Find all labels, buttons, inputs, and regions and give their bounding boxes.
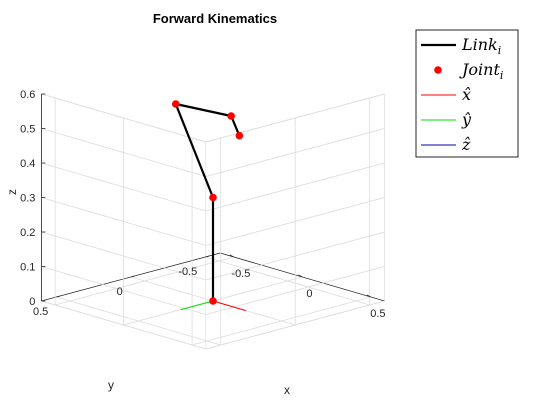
link-segment	[174, 103, 215, 198]
y-tick-mark	[56, 295, 61, 298]
grid-line-wall-z	[41, 300, 206, 350]
joint-marker	[227, 112, 235, 120]
frame-x-axis	[212, 300, 247, 312]
tick-labels: 00.10.20.30.40.50.6-0.500.5-0.500.5	[20, 89, 385, 320]
y-axis-label: y	[108, 378, 114, 392]
grid-line-wall-z	[41, 266, 206, 315]
grid-line-floor-y	[56, 296, 221, 346]
x-tick-mark	[366, 294, 372, 298]
z-tick-label: 0.1	[20, 262, 35, 274]
z-tick-label: 0.2	[20, 227, 35, 239]
legend-label: ŷ	[461, 110, 472, 129]
z-tick-label: 0.4	[20, 158, 35, 170]
joint-marker	[209, 297, 217, 305]
z-tick-label: 0.5	[20, 124, 35, 136]
grid-line-wall-z	[41, 93, 206, 143]
grid-line-wall-z	[41, 197, 206, 246]
link-segment	[175, 102, 232, 118]
axis-labels: x y z	[5, 189, 290, 397]
frame-y-axis	[180, 300, 214, 311]
chart-title: Forward Kinematics	[153, 11, 277, 26]
grid-line-wall-z	[205, 197, 385, 246]
legend-box	[415, 29, 519, 158]
x-tick-mark	[298, 274, 303, 278]
grid-line-wall-z	[205, 93, 385, 143]
legend-swatch-joint	[434, 66, 442, 74]
joint-series	[171, 100, 244, 305]
grid-line-wall-z	[205, 300, 385, 350]
grid-line-wall-z	[205, 231, 385, 281]
link-series	[174, 102, 241, 301]
legend-label: Jointi	[459, 60, 503, 82]
grid-line-wall-z	[205, 128, 385, 177]
legend: Linki Jointi x̂ ŷẑ	[415, 29, 519, 158]
grid-line-wall-z	[41, 162, 206, 212]
z-tick-label: 0.6	[20, 89, 35, 101]
z-tick-label: 0.3	[20, 193, 35, 205]
grid-lines	[41, 93, 385, 350]
y-tick-mark	[205, 255, 210, 258]
x-tick-mark	[229, 254, 235, 258]
x-tick-label: 0.5	[370, 308, 385, 320]
legend-label: ẑ	[461, 135, 471, 154]
grid-line-wall-z	[41, 231, 206, 281]
y-tick-label: -0.5	[178, 266, 197, 278]
legend-label: Linki	[461, 35, 501, 57]
x-axis-label: x	[284, 383, 290, 397]
y-tick-label: 0.5	[33, 306, 48, 318]
z-tick-label: 0	[29, 296, 35, 308]
grid-line-floor-y	[205, 256, 370, 306]
grid-line-wall-z	[41, 128, 206, 177]
x-tick-label: -0.5	[231, 268, 250, 280]
legend-label: x̂	[462, 85, 471, 104]
y-tick-label: 0	[117, 286, 123, 298]
grid-line-wall-z	[205, 266, 385, 315]
joint-marker	[171, 100, 180, 108]
z-axis-label: z	[5, 189, 19, 195]
y-tick-mark	[130, 275, 135, 278]
x-tick-label: 0	[306, 288, 312, 300]
joint-marker	[209, 193, 217, 202]
joint-marker	[235, 131, 244, 140]
grid-line-wall-z	[205, 162, 385, 212]
